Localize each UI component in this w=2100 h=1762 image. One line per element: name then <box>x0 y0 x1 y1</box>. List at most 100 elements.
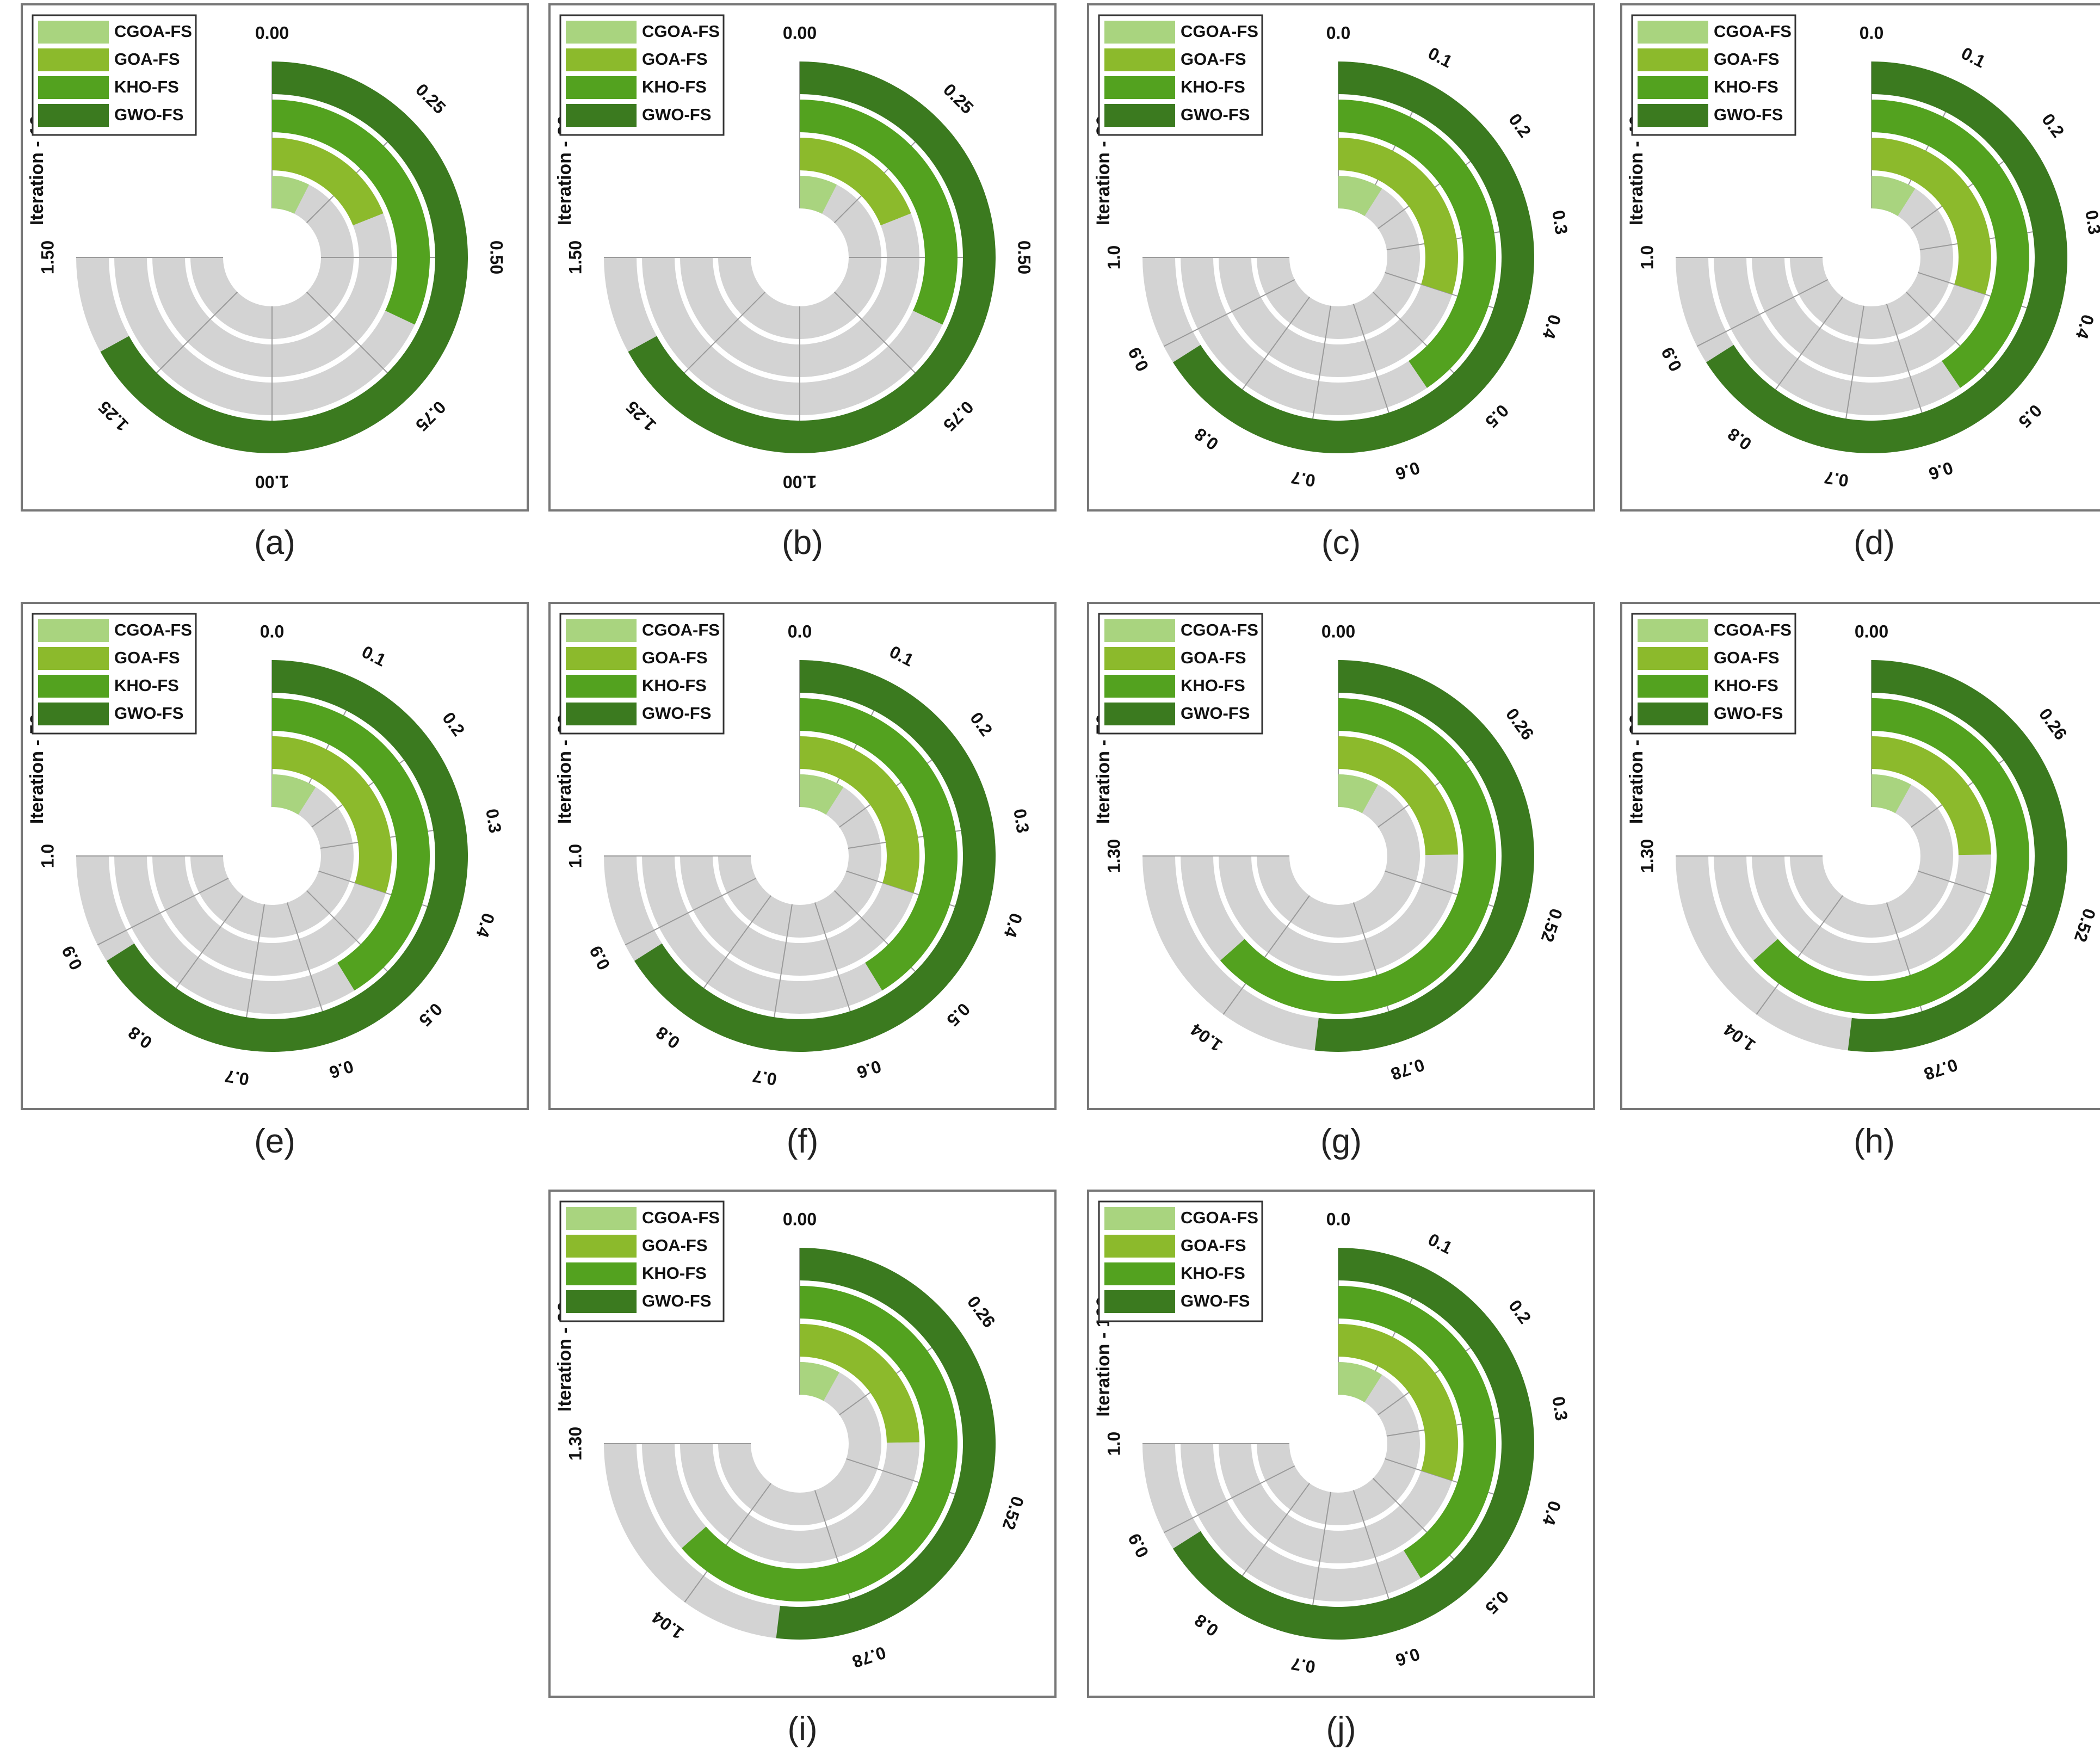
legend-label: GOA-FS <box>1714 648 1780 667</box>
radial-gridline <box>1222 895 1310 1015</box>
bar-cgoa-fs <box>1338 774 1378 814</box>
panel-caption: (e) <box>254 1123 295 1160</box>
legend-swatch <box>1104 48 1175 71</box>
tick-label: 1.50 <box>38 241 57 274</box>
radial-gridline <box>1163 1465 1295 1533</box>
tick-label: 1.00 <box>255 472 289 492</box>
tick-label: 0.0 <box>788 621 812 641</box>
legend: CGOA-FS GOA-FS KHO-FS GWO-FS <box>559 14 725 136</box>
bar-goa-fs <box>272 736 392 893</box>
legend-label: KHO-FS <box>114 77 179 96</box>
legend-label: GOA-FS <box>642 648 708 667</box>
legend-label: CGOA-FS <box>642 1208 720 1227</box>
bar-goa-fs <box>800 138 911 226</box>
legend-swatch <box>1104 1235 1175 1258</box>
legend-swatch <box>1638 76 1708 99</box>
legend-label: CGOA-FS <box>1181 1208 1258 1227</box>
track-ring <box>1257 774 1420 938</box>
tick-label: 1.0 <box>1637 245 1657 269</box>
legend-label: KHO-FS <box>1181 1264 1245 1283</box>
legend-swatch <box>38 619 109 642</box>
legend-label: KHO-FS <box>642 676 707 695</box>
tick-label: 0.00 <box>783 23 817 42</box>
legend-label: GWO-FS <box>114 704 183 723</box>
tick-label: 0.0 <box>260 621 284 641</box>
tick-label: 0.50 <box>487 241 507 274</box>
tick-label: 0.7 <box>224 1066 251 1089</box>
legend-swatch <box>1638 48 1708 71</box>
legend-label: KHO-FS <box>642 77 707 96</box>
tick-label: 0.00 <box>255 23 289 42</box>
legend-swatch <box>1104 104 1175 127</box>
tick-label: 0.00 <box>1855 621 1888 641</box>
bar-goa-fs <box>1338 736 1458 855</box>
bar-kho-fs <box>272 100 430 325</box>
legend-label: CGOA-FS <box>114 22 192 41</box>
tick-label: 0.50 <box>1015 241 1034 274</box>
chart-panel: 0.00.10.20.30.40.50.60.70.80.91.0Iterati… <box>1087 3 1595 562</box>
panel-caption: (b) <box>782 524 823 562</box>
legend-swatch <box>566 21 637 44</box>
chart-panel: 0.00.10.20.30.40.50.60.70.80.91.0Iterati… <box>548 602 1057 1160</box>
bar-goa-fs <box>1872 138 1991 294</box>
bar-cgoa-fs <box>1338 1362 1382 1403</box>
bar-kho-fs <box>1753 698 2030 1014</box>
radial-gridline <box>1696 279 1829 347</box>
bar-cgoa-fs <box>272 176 310 214</box>
radial-gridline <box>684 1483 771 1603</box>
tick-label: 1.0 <box>38 844 57 868</box>
legend-label: CGOA-FS <box>1181 22 1258 41</box>
tick-label: 0.7 <box>1290 1654 1317 1677</box>
legend-label: GOA-FS <box>114 648 180 667</box>
legend-swatch <box>1104 1262 1175 1285</box>
track-ring <box>1790 774 1953 938</box>
legend: CGOA-FS GOA-FS KHO-FS GWO-FS <box>1098 613 1263 735</box>
legend-swatch <box>1104 675 1175 698</box>
legend-swatch <box>566 104 637 127</box>
legend-label: KHO-FS <box>1714 77 1778 96</box>
tick-label: 0.3 <box>482 808 505 835</box>
legend-label: GWO-FS <box>1714 704 1783 723</box>
legend-swatch <box>1104 1207 1175 1230</box>
bar-goa-fs <box>1872 736 1991 855</box>
legend-label: CGOA-FS <box>1181 620 1258 639</box>
tick-label: 0.7 <box>1290 467 1317 491</box>
legend-swatch <box>1638 619 1708 642</box>
legend-swatch <box>38 48 109 71</box>
radial-gridline <box>1163 279 1295 347</box>
tick-label: 0.0 <box>1860 23 1883 42</box>
bar-cgoa-fs <box>1872 774 1911 814</box>
legend-swatch <box>566 703 637 725</box>
tick-label: 0.00 <box>783 1209 817 1229</box>
legend: CGOA-FS GOA-FS KHO-FS GWO-FS <box>1631 14 1796 136</box>
bar-cgoa-fs <box>800 176 837 214</box>
bar-kho-fs <box>272 698 430 991</box>
chart-panel: 0.00.10.20.30.40.50.60.70.80.91.0Iterati… <box>1087 1190 1595 1748</box>
panel-caption: (d) <box>1854 524 1895 562</box>
legend-label: KHO-FS <box>642 1264 707 1283</box>
legend-label: KHO-FS <box>1181 676 1245 695</box>
legend-swatch <box>38 703 109 725</box>
bar-kho-fs <box>1872 100 2029 388</box>
legend-label: GWO-FS <box>1714 105 1783 124</box>
legend-label: GWO-FS <box>114 105 183 124</box>
legend-label: KHO-FS <box>1181 77 1245 96</box>
radial-gridline <box>97 877 229 946</box>
bar-cgoa-fs <box>800 1362 839 1401</box>
legend-swatch <box>1104 619 1175 642</box>
legend: CGOA-FS GOA-FS KHO-FS GWO-FS <box>32 14 197 136</box>
radial-gridline <box>625 877 757 946</box>
tick-label: 1.30 <box>1637 839 1657 873</box>
legend-label: GWO-FS <box>642 704 711 723</box>
legend-swatch <box>566 619 637 642</box>
legend-label: CGOA-FS <box>1714 620 1792 639</box>
tick-label: 0.00 <box>1321 621 1355 641</box>
legend-swatch <box>566 1235 637 1258</box>
legend-label: KHO-FS <box>114 676 179 695</box>
bar-cgoa-fs <box>1872 176 1916 217</box>
legend: CGOA-FS GOA-FS KHO-FS GWO-FS <box>1631 613 1796 735</box>
